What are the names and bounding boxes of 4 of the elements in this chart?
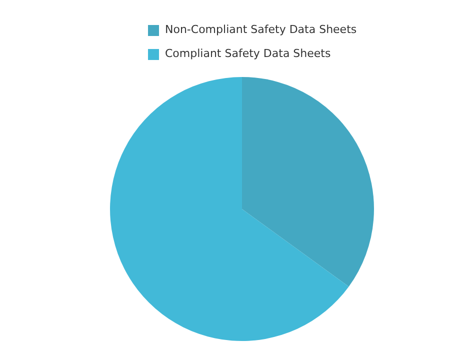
legend-label: Non-Compliant Safety Data Sheets — [165, 22, 357, 38]
legend-label: Compliant Safety Data Sheets — [165, 46, 331, 62]
pie-slice — [242, 77, 374, 287]
pie-slice — [110, 77, 349, 341]
